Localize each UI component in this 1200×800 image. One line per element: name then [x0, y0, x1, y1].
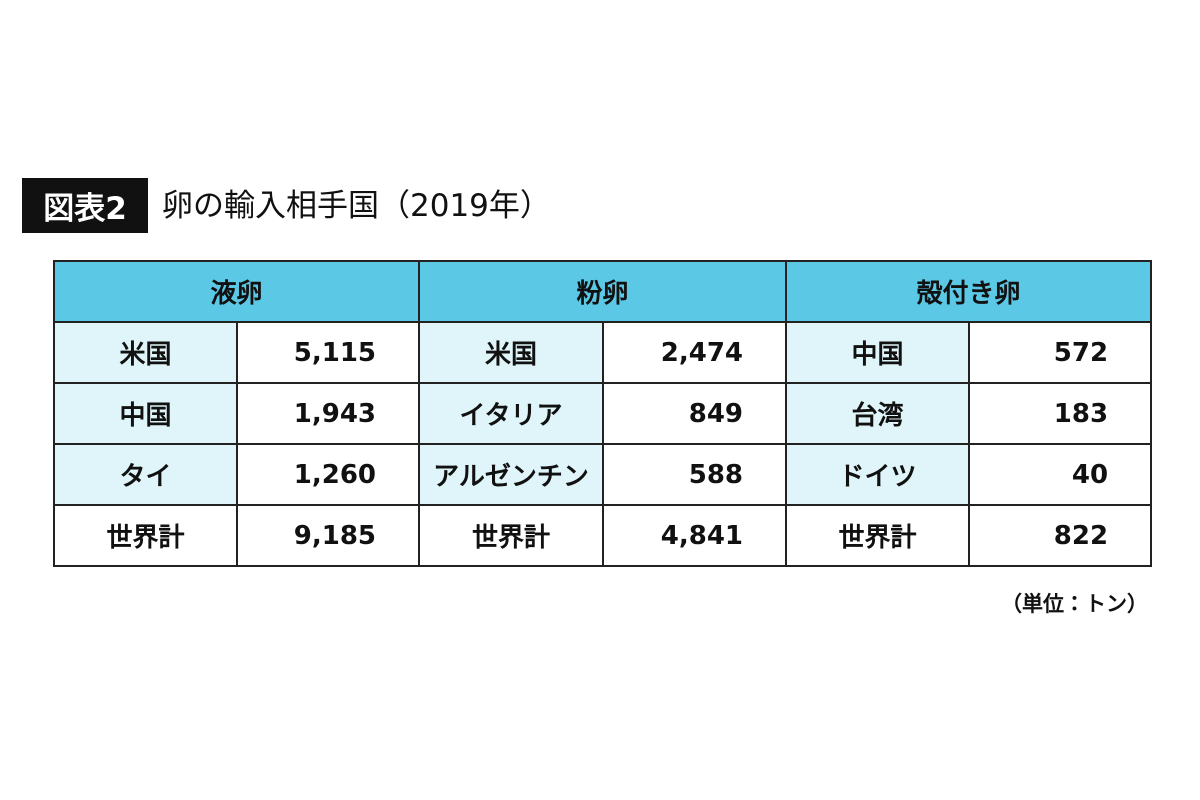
- value-cell: 5,115: [235, 321, 421, 384]
- figure-badge: 図表2: [22, 178, 148, 233]
- country-cell: 世界計: [785, 504, 971, 567]
- value-cell: 9,185: [235, 504, 421, 567]
- value-cell: 4,841: [602, 504, 788, 567]
- group-header: 粉卵: [418, 260, 788, 323]
- value-cell: 588: [602, 443, 788, 506]
- table-row: 中国 1,943 イタリア 849 台湾 183: [53, 382, 1153, 445]
- value-cell: 2,474: [602, 321, 788, 384]
- table-row: 世界計 9,185 世界計 4,841 世界計 822: [53, 504, 1153, 567]
- country-cell: イタリア: [418, 382, 605, 445]
- country-cell: 中国: [785, 321, 971, 384]
- value-cell: 1,260: [235, 443, 421, 506]
- table-row: 米国 5,115 米国 2,474 中国 572: [53, 321, 1153, 384]
- value-cell: 183: [968, 382, 1153, 445]
- value-cell: 1,943: [235, 382, 421, 445]
- value-cell: 40: [968, 443, 1153, 506]
- country-cell: 台湾: [785, 382, 971, 445]
- country-cell: アルゼンチン: [418, 443, 605, 506]
- country-cell: 世界計: [53, 504, 238, 567]
- country-cell: 中国: [53, 382, 238, 445]
- group-header: 液卵: [52, 260, 421, 323]
- value-cell: 822: [968, 504, 1153, 567]
- header-row: 液卵 粉卵 殻付き卵: [52, 260, 1153, 323]
- country-cell: 米国: [53, 321, 238, 384]
- value-cell: 572: [968, 321, 1153, 384]
- import-table: 液卵 粉卵 殻付き卵 米国 5,115 米国 2,474 中国 572 中国 1,943 イタリア 8…: [52, 260, 1153, 567]
- group-header: 殻付き卵: [785, 260, 1153, 323]
- unit-note: （単位：トン）: [1001, 592, 1148, 616]
- table-body: 米国 5,115 米国 2,474 中国 572 中国 1,943 イタリア 849 台湾 183 タイ…: [53, 321, 1153, 567]
- value-cell: 849: [602, 382, 788, 445]
- country-cell: ドイツ: [785, 443, 971, 506]
- table-head: 液卵 粉卵 殻付き卵: [52, 260, 1153, 323]
- country-cell: 米国: [418, 321, 605, 384]
- figure-title: 卵の輸入相手国（2019年）: [162, 188, 551, 224]
- country-cell: タイ: [53, 443, 238, 506]
- country-cell: 世界計: [418, 504, 605, 567]
- table-row: タイ 1,260 アルゼンチン 588 ドイツ 40: [53, 443, 1153, 506]
